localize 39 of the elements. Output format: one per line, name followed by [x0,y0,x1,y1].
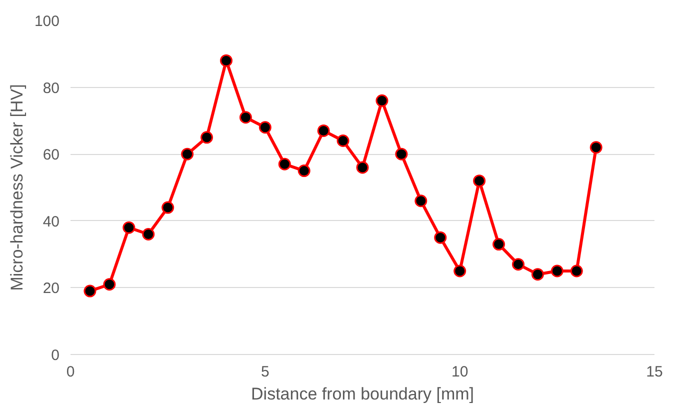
point [298,164,310,178]
x-tick-label: 5 [260,364,270,380]
point [570,264,583,278]
y-tick-label: 20 [42,280,60,298]
point [356,161,369,174]
point [473,174,486,188]
point [317,124,330,137]
point [142,228,155,240]
point [336,134,350,147]
x-tick-label: 0 [66,364,75,380]
x-axis-title: Distance from boundary [mm] [251,384,474,404]
point [376,94,388,107]
point [512,258,524,271]
y-tick-label: 60 [42,146,60,164]
point [395,148,408,160]
point [531,268,544,281]
point [414,194,428,208]
y-tick-label: 100 [34,13,60,30]
y-tick-label: 0 [51,347,60,364]
point [84,284,96,298]
point [590,141,602,154]
point [122,221,136,234]
point [278,158,291,170]
y-axis-title: Micro-hardness Vicker [HV] [7,84,26,291]
point [200,131,214,144]
point [181,148,194,160]
point [220,54,232,67]
point [239,111,252,124]
x-tick-label: 15 [646,364,663,380]
y-tick-label: 40 [42,213,60,230]
point [103,278,116,291]
y-tick-label: 80 [42,80,60,97]
point [258,121,272,134]
x-tick-label: 10 [451,364,468,380]
point [492,238,506,251]
point [454,264,466,278]
point [162,201,174,214]
point [434,231,447,244]
point [550,264,564,278]
